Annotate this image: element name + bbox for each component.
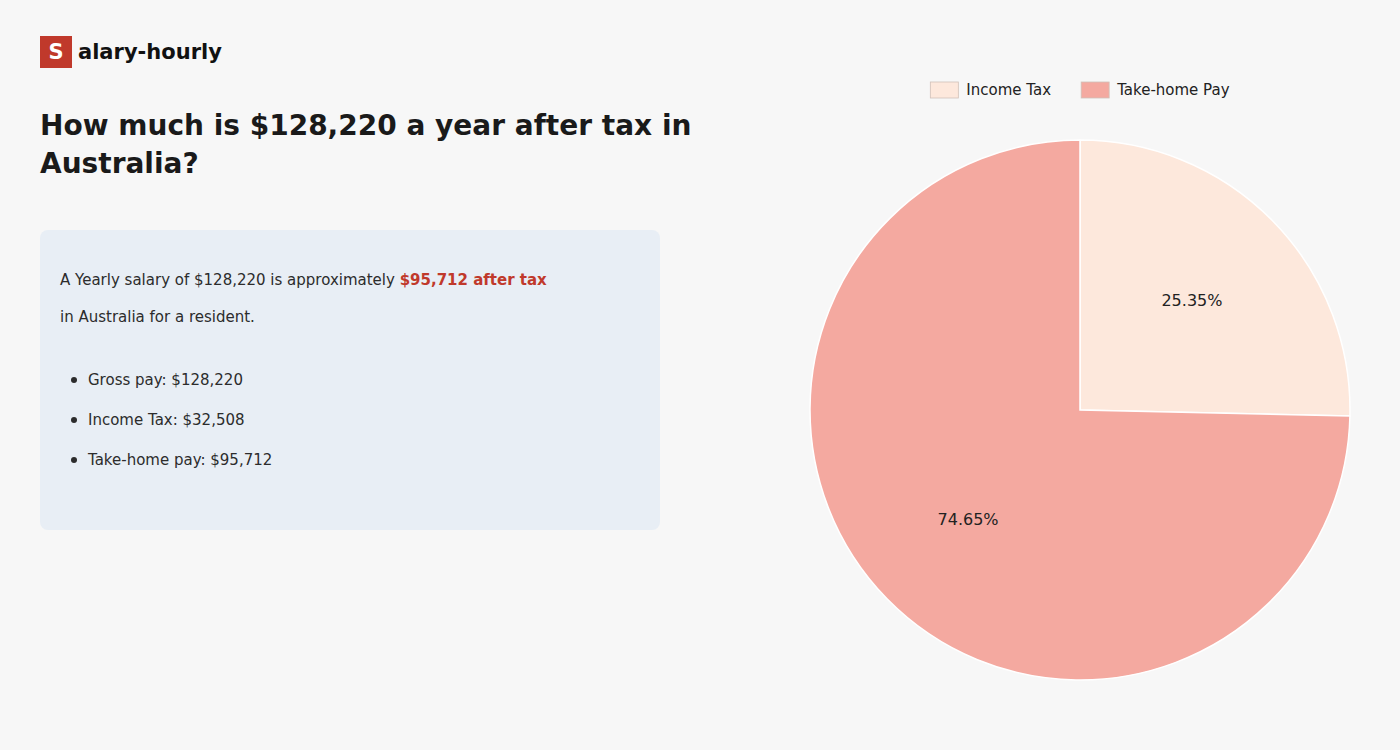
data-label: 25.35% <box>1161 291 1222 310</box>
background <box>0 0 1400 750</box>
title-line: Australia? <box>40 147 199 180</box>
title: How much is $128,220 a year after tax in… <box>40 109 691 180</box>
legend-label: Income Tax <box>966 81 1051 99</box>
bullet <box>71 377 77 383</box>
info-box: A Yearly salary of $128,220 is approxima… <box>40 230 660 530</box>
logo-box <box>40 36 72 68</box>
data-label: 74.65% <box>938 510 999 529</box>
summary: in Australia for a resident. <box>60 308 255 326</box>
data-labels: 25.35% 74.65% <box>938 291 1223 529</box>
info-box-bg <box>40 230 660 530</box>
summary: A Yearly salary of $128,220 is approxima… <box>60 271 547 289</box>
bullet <box>71 417 77 423</box>
pie-slice <box>810 140 1350 680</box>
pie <box>810 140 1350 680</box>
bullet-item: Income Tax: $32,508 <box>88 411 245 429</box>
logo-text: alary-hourly <box>78 40 222 64</box>
summary-highlight: $95,712 after tax <box>400 271 547 289</box>
legend-swatch <box>1081 82 1109 98</box>
title-line: How much is $128,220 a year after tax in <box>40 109 691 142</box>
bullet-item: Gross pay: $128,220 <box>88 371 243 389</box>
chart: Salary-hourly How much is $128,220 a year… <box>0 0 1400 750</box>
legend-item: Take-home Pay <box>1081 81 1230 99</box>
legend: Income Tax Take-home Pay <box>930 81 1229 99</box>
bullet-item: Take-home pay: $95,712 <box>87 451 272 469</box>
pie-slice <box>1080 140 1350 416</box>
legend-item: Income Tax <box>930 81 1051 99</box>
legend-swatch <box>930 82 958 98</box>
summary-plain: A Yearly salary of $128,220 is approxima… <box>60 271 400 289</box>
logo: Salary-hourly <box>40 36 222 68</box>
bullet <box>71 457 77 463</box>
legend-label: Take-home Pay <box>1116 81 1230 99</box>
logo-text: S <box>48 40 63 64</box>
